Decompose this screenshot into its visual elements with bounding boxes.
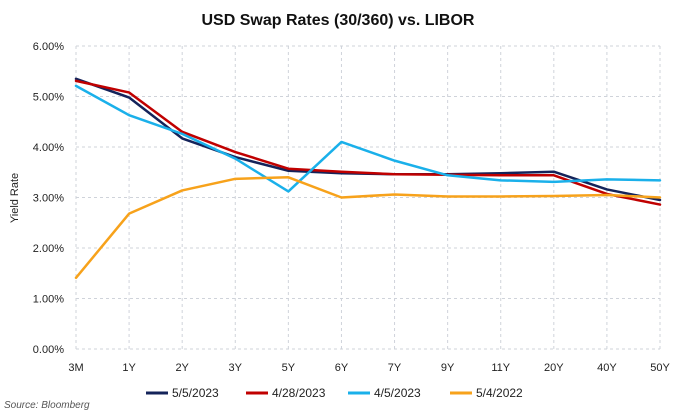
x-tick-label: 1Y [122, 362, 136, 374]
legend-label: 4/5/2023 [374, 386, 421, 400]
x-tick-label: 50Y [650, 362, 670, 374]
y-axis-title: Yield Rate [9, 173, 21, 223]
chart-title: USD Swap Rates (30/360) vs. LIBOR [202, 12, 475, 29]
y-tick-label: 3.00% [33, 193, 64, 205]
legend-label: 5/5/2023 [172, 386, 219, 400]
x-axis-ticks: 3M 1Y 2Y 3Y 5Y 6Y 7Y 9Y 11Y 20Y 40Y 50Y [68, 362, 670, 374]
x-tick-label: 5Y [282, 362, 296, 374]
legend-label: 4/28/2023 [272, 386, 326, 400]
source-note: Source: Bloomberg [4, 400, 90, 411]
x-tick-label: 20Y [544, 362, 564, 374]
series-line-4-5-2023 [74, 84, 662, 193]
x-tick-label: 9Y [441, 362, 455, 374]
series-line-5-4-2022 [74, 176, 662, 280]
x-tick-label: 2Y [175, 362, 189, 374]
x-tick-label: 40Y [597, 362, 617, 374]
y-tick-label: 5.00% [33, 92, 64, 104]
x-tick-label: 7Y [388, 362, 402, 374]
y-axis-ticks: 0.00% 1.00% 2.00% 3.00% 4.00% 5.00% 6.00% [33, 41, 64, 356]
x-tick-label: 3M [68, 362, 83, 374]
y-tick-label: 2.00% [33, 243, 64, 255]
y-tick-label: 1.00% [33, 294, 64, 306]
y-tick-label: 0.00% [33, 344, 64, 356]
legend-label: 5/4/2022 [476, 386, 523, 400]
series-line-4-28-2023 [74, 79, 662, 206]
x-tick-label: 11Y [491, 362, 510, 374]
y-tick-label: 6.00% [33, 41, 64, 53]
x-tick-label: 3Y [229, 362, 243, 374]
series-lines [74, 77, 662, 280]
legend: 5/5/2023 4/28/2023 4/5/2023 5/4/2022 [146, 386, 523, 400]
y-tick-label: 4.00% [33, 142, 64, 154]
x-tick-label: 6Y [335, 362, 349, 374]
